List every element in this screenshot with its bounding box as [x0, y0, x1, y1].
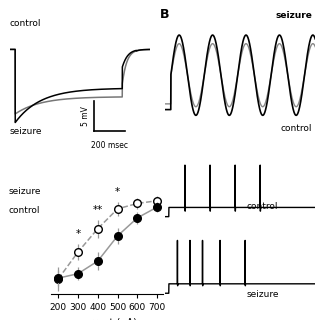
Text: B: B	[160, 8, 170, 21]
Text: control: control	[9, 206, 40, 215]
Text: 5 mV: 5 mV	[81, 106, 90, 126]
Text: *: *	[115, 187, 120, 197]
X-axis label: current (pA): current (pA)	[78, 318, 137, 320]
Text: seizure: seizure	[275, 11, 312, 20]
Text: control: control	[281, 124, 312, 133]
Text: **: **	[93, 205, 103, 215]
Text: seizure: seizure	[10, 127, 42, 136]
Text: control: control	[247, 202, 278, 211]
Text: *: *	[76, 229, 81, 239]
Text: seizure: seizure	[246, 290, 279, 299]
Text: control: control	[10, 19, 41, 28]
Text: 200 msec: 200 msec	[91, 141, 128, 150]
Text: seizure: seizure	[9, 188, 41, 196]
